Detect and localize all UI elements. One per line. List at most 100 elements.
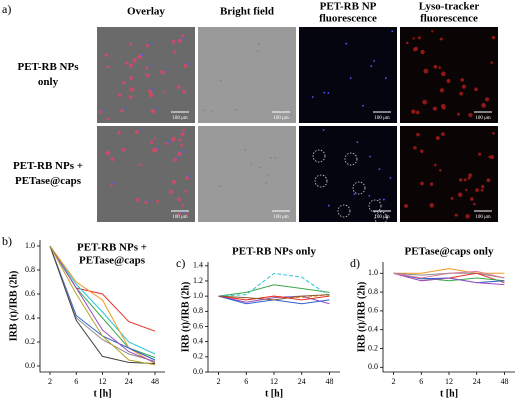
cell [124,61,129,65]
y-tick-label: 0.4 [368,325,378,334]
row-label: PET-RB NPs + [13,160,83,172]
cell [446,78,451,83]
particle [138,128,141,131]
cell [110,183,113,187]
speck [281,110,283,112]
x-axis-label: t [h] [93,388,111,399]
scale-bar-label: 100 μm [475,215,490,220]
scale-bar-label: 100 μm [374,116,389,121]
cell [128,63,133,68]
y-tick-label: 1.0 [25,241,35,250]
speck [244,149,246,151]
cell [185,212,188,216]
particle [378,168,381,170]
particle [151,88,154,91]
scale-bar-label: 100 μm [172,215,187,220]
cell [137,54,142,60]
highlight-circle [312,149,326,163]
axes [39,240,165,373]
speck [266,174,269,176]
speck [259,167,261,169]
cell [160,69,165,75]
particle [362,104,364,107]
x-tick-label: 24 [473,377,481,386]
cell [145,43,150,48]
series-line [393,268,505,274]
y-tick-label: 0.2 [368,343,378,352]
particle [353,193,356,195]
x-tick-label: 48 [325,377,333,386]
cell [128,95,133,100]
image [97,126,195,222]
micrograph: 100 μm [299,126,397,225]
chart-title: PET-RB NPs + [77,242,147,254]
speck [274,157,276,159]
cell [420,181,424,186]
cell [181,34,185,38]
particle [184,131,187,134]
y-tick-label: 1.0 [193,291,203,300]
cell [148,92,154,98]
cell [429,203,434,208]
image [299,126,397,222]
cell [172,157,178,162]
cell [154,147,159,152]
cell [104,53,109,57]
cell [481,102,486,108]
column-header: fluorescence [420,13,478,25]
cell [468,112,473,118]
cell [441,105,446,110]
y-tick-label: 0.2 [25,337,35,346]
cell [120,109,124,113]
x-tick-label: 24 [298,377,306,386]
cell [106,117,110,121]
particle [311,96,314,98]
y-axis-label: IRB (t)/IRB (2h) [180,282,191,353]
chart-title: PETase@caps [79,255,146,267]
cell [491,35,496,40]
particle [155,108,157,111]
cell [420,49,425,55]
cell [457,192,463,198]
series-line [49,245,156,363]
cell [441,132,445,137]
highlight-circle [337,204,351,218]
cell [149,140,153,145]
cell [463,178,467,182]
particle [373,59,376,62]
cell [121,81,126,85]
cell [457,112,460,116]
speck [256,50,259,52]
cell [106,65,110,69]
particle [167,140,170,143]
particle [181,211,184,214]
x-axis-label: t [h] [265,388,283,399]
cell [177,151,182,156]
image [400,126,498,222]
particle [382,198,385,201]
y-tick-label: 1.0 [368,268,378,277]
chart-title: PETase@caps only [405,246,494,258]
cell [134,129,139,134]
particle [148,199,150,202]
particle [124,107,126,110]
cell [164,142,168,145]
y-tick-label: 0.2 [193,352,203,361]
chart-title: PET-RB NPs only [232,246,316,258]
y-tick-label: 0.6 [25,289,35,298]
speck [250,163,252,165]
y-axis-label: IRB (t)/IRB (2h) [8,271,19,342]
particle [391,30,394,33]
speck [220,80,222,82]
x-tick-label: 2 [48,377,52,386]
highlight-circle [368,199,382,213]
cell [144,200,148,205]
cell [172,50,177,54]
y-tick-label: 0.8 [193,306,203,315]
scale-bar-label: 100 μm [374,215,389,220]
series-line [218,294,330,301]
cell [465,188,468,192]
highlight-circle [344,152,358,166]
cell [129,42,133,46]
particle [164,69,167,72]
